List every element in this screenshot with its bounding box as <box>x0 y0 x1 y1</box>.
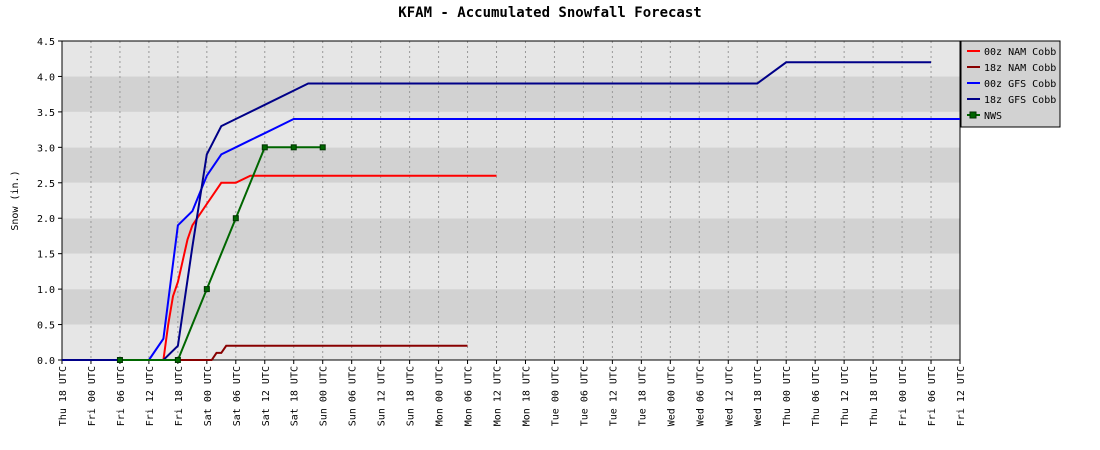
y-axis-ticks: 0.0 0.5 1.0 1.5 2.0 2.5 3.0 3.5 4.0 4.5 <box>37 37 62 367</box>
x-tick-label: Wed 06 UTC <box>695 366 706 426</box>
legend-entry: 18z NAM Cobb <box>984 63 1056 74</box>
x-tick-label: Sat 00 UTC <box>203 366 214 426</box>
plot-background-bands <box>62 41 960 360</box>
x-tick-label: Sun 18 UTC <box>406 366 417 426</box>
legend: 00z NAM Cobb 18z NAM Cobb 00z GFS Cobb 18z … <box>960 40 1061 128</box>
series-line <box>62 344 468 361</box>
plot-border <box>61 40 961 361</box>
series-point <box>290 144 297 151</box>
legend-entry: 18z GFS Cobb <box>984 95 1056 106</box>
x-tick-label: Wed 18 UTC <box>753 366 764 426</box>
x-tick-label: Sat 12 UTC <box>261 366 272 426</box>
series-point <box>261 144 268 151</box>
x-tick-label: Sun 00 UTC <box>319 366 330 426</box>
x-tick-label: Sun 12 UTC <box>377 366 388 426</box>
y-tick-label: 2.0 <box>37 214 55 225</box>
x-tick-label: Tue 00 UTC <box>550 366 561 426</box>
y-tick-label: 3.0 <box>37 143 55 154</box>
x-tick-label: Fri 00 UTC <box>898 366 909 426</box>
x-tick-label: Sat 18 UTC <box>290 366 301 426</box>
x-tick-label: Thu 12 UTC <box>840 366 851 426</box>
x-tick-label: Tue 18 UTC <box>637 366 648 426</box>
y-tick-label: 2.5 <box>37 179 55 190</box>
legend-entry: NWS <box>984 111 1002 122</box>
x-tick-label: Fri 12 UTC <box>956 366 967 426</box>
grid-lines <box>90 41 932 360</box>
plot-band <box>62 41 960 77</box>
series-line <box>148 118 960 361</box>
plot-band <box>62 289 960 325</box>
x-tick-label: Thu 18 UTC <box>58 366 69 426</box>
y-tick-label: 4.5 <box>37 37 55 48</box>
plot-band <box>62 76 960 112</box>
x-tick-label: Wed 00 UTC <box>666 366 677 426</box>
x-axis-ticks: Thu 18 UTC Fri 00 UTC Fri 06 UTC Fri 12 UTC… <box>58 360 967 426</box>
y-tick-label: 0.5 <box>37 321 55 332</box>
series-point <box>116 357 123 363</box>
series-point <box>174 357 181 363</box>
x-tick-label: Wed 12 UTC <box>724 366 735 426</box>
series-point <box>232 215 239 222</box>
plot-band <box>62 218 960 254</box>
x-tick-label: Fri 00 UTC <box>87 366 98 426</box>
series-point <box>203 286 210 293</box>
x-tick-label: Mon 06 UTC <box>464 366 475 426</box>
plot-band <box>62 324 960 360</box>
x-tick-label: Thu 18 UTC <box>869 366 880 426</box>
x-tick-label: Fri 06 UTC <box>927 366 938 426</box>
x-tick-label: Mon 00 UTC <box>435 366 446 426</box>
y-tick-label: 1.5 <box>37 250 55 261</box>
x-tick-label: Fri 06 UTC <box>116 366 127 426</box>
x-tick-label: Tue 06 UTC <box>579 366 590 426</box>
y-tick-label: 0.0 <box>37 356 55 367</box>
series-lines <box>62 61 960 363</box>
plot-band <box>62 182 960 219</box>
y-tick-label: 4.0 <box>37 72 55 83</box>
plot-band <box>62 253 960 290</box>
x-tick-label: Fri 12 UTC <box>145 366 156 426</box>
series-line <box>62 61 931 361</box>
chart-title: KFAM - Accumulated Snowfall Forecast <box>398 5 701 21</box>
legend-marker <box>969 111 977 119</box>
x-tick-label: Sun 06 UTC <box>348 366 359 426</box>
x-tick-label: Thu 06 UTC <box>811 366 822 426</box>
x-tick-label: Tue 12 UTC <box>608 366 619 426</box>
plot-band <box>62 147 960 183</box>
x-tick-label: Fri 18 UTC <box>174 366 185 426</box>
x-tick-label: Mon 12 UTC <box>493 366 504 426</box>
x-tick-label: Sat 06 UTC <box>232 366 243 426</box>
y-tick-label: 3.5 <box>37 108 55 119</box>
legend-entry: 00z GFS Cobb <box>984 79 1056 90</box>
series-line <box>148 174 497 361</box>
y-axis-label: Snow (in.) <box>10 170 21 230</box>
plot-band <box>62 111 960 148</box>
x-tick-label: Mon 18 UTC <box>521 366 532 426</box>
legend-entry: 00z NAM Cobb <box>984 47 1056 58</box>
y-tick-label: 1.0 <box>37 285 55 296</box>
series-point <box>319 144 326 151</box>
x-tick-label: Thu 00 UTC <box>782 366 793 426</box>
